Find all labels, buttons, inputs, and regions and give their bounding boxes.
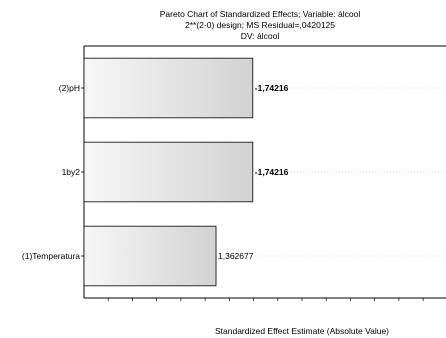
chart-title: Pareto Chart of Standardized Effects; Va… — [159, 9, 361, 19]
y-tick-label: (1)Temperatura — [22, 251, 80, 261]
bar — [83, 57, 254, 119]
y-tick-label: (2)pH — [59, 83, 80, 93]
chart-subtitle-dv: DV: álcool — [240, 31, 280, 41]
data-label: -1,74216 — [255, 167, 289, 177]
y-tick-label: 1by2 — [62, 167, 81, 177]
x-axis-label: Standardized Effect Estimate (Absolute V… — [214, 326, 390, 336]
bar — [83, 141, 254, 203]
data-label: -1,74216 — [255, 83, 289, 93]
chart-subtitle-design: 2**(2-0) design; MS Residual=,0420125 — [184, 20, 336, 30]
data-label: 1,362677 — [218, 251, 254, 261]
bar — [83, 225, 217, 287]
